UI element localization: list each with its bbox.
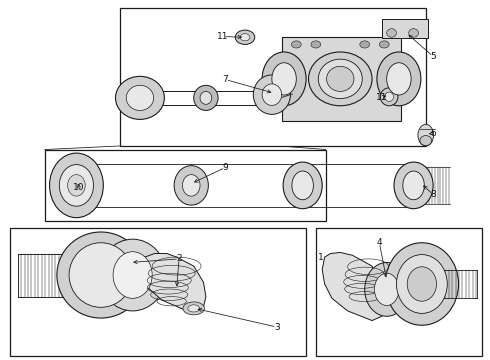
Ellipse shape: [49, 153, 103, 218]
Bar: [10, 228, 306, 356]
Text: 2: 2: [176, 255, 182, 264]
Ellipse shape: [385, 92, 393, 102]
Text: 4: 4: [376, 238, 382, 247]
Ellipse shape: [240, 34, 250, 41]
Ellipse shape: [379, 41, 389, 48]
Bar: [45, 149, 326, 221]
Ellipse shape: [318, 59, 362, 99]
Ellipse shape: [262, 52, 306, 106]
Ellipse shape: [420, 135, 432, 145]
Text: 8: 8: [430, 190, 436, 199]
Text: 1: 1: [318, 253, 323, 262]
Text: 11: 11: [376, 93, 388, 102]
Text: 10: 10: [73, 183, 85, 192]
Ellipse shape: [377, 52, 421, 106]
Ellipse shape: [262, 84, 282, 105]
Bar: [382, 19, 428, 39]
Ellipse shape: [113, 252, 152, 298]
Ellipse shape: [116, 76, 164, 120]
Ellipse shape: [380, 88, 398, 106]
Ellipse shape: [99, 239, 166, 311]
Ellipse shape: [235, 30, 255, 44]
Ellipse shape: [365, 262, 409, 316]
Ellipse shape: [385, 243, 459, 325]
Ellipse shape: [374, 273, 399, 306]
Ellipse shape: [327, 66, 354, 91]
Ellipse shape: [396, 255, 447, 314]
Ellipse shape: [407, 267, 437, 301]
Ellipse shape: [403, 171, 424, 200]
Ellipse shape: [126, 85, 154, 111]
Ellipse shape: [387, 63, 411, 95]
Ellipse shape: [409, 29, 418, 37]
Ellipse shape: [194, 85, 218, 111]
Ellipse shape: [174, 166, 208, 205]
Polygon shape: [140, 253, 206, 313]
Ellipse shape: [292, 41, 301, 48]
Ellipse shape: [188, 305, 199, 312]
Ellipse shape: [253, 75, 291, 114]
Ellipse shape: [292, 171, 314, 200]
Ellipse shape: [68, 175, 85, 196]
Ellipse shape: [57, 232, 145, 318]
Bar: [282, 37, 401, 121]
Ellipse shape: [200, 91, 212, 104]
Text: 11: 11: [217, 32, 229, 41]
Text: 9: 9: [222, 163, 228, 172]
Ellipse shape: [311, 41, 321, 48]
Bar: [316, 228, 482, 356]
Ellipse shape: [387, 29, 396, 37]
Polygon shape: [322, 252, 384, 320]
Text: 5: 5: [430, 52, 436, 61]
Ellipse shape: [394, 162, 433, 209]
Ellipse shape: [418, 125, 434, 146]
Ellipse shape: [360, 41, 369, 48]
Ellipse shape: [309, 52, 372, 106]
Ellipse shape: [272, 63, 296, 95]
Ellipse shape: [283, 162, 322, 209]
Bar: [121, 8, 426, 146]
Ellipse shape: [69, 243, 133, 307]
Ellipse shape: [59, 165, 94, 206]
Ellipse shape: [182, 175, 200, 196]
Text: 6: 6: [430, 129, 436, 138]
Text: 3: 3: [274, 323, 280, 332]
Ellipse shape: [183, 302, 204, 315]
Text: 7: 7: [222, 75, 228, 84]
